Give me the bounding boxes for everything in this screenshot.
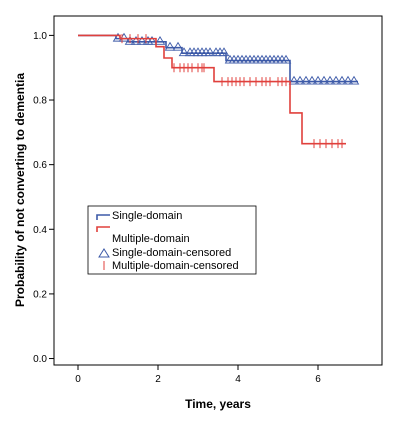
- censored-triangle-marker: [312, 75, 324, 85]
- legend-box: [87, 205, 257, 275]
- censored-triangle-marker: [154, 35, 166, 45]
- censored-triangle-marker: [172, 41, 184, 51]
- x-axis-title: Time, years: [185, 397, 251, 411]
- legend: Single-domain Multiple-domain Single-dom…: [87, 205, 257, 275]
- plot-area: [53, 15, 383, 366]
- legend-single-domain-line-icon: [96, 214, 110, 220]
- censored-triangle-marker: [294, 75, 306, 85]
- y-tick-label: 0.4: [33, 225, 47, 236]
- censored-triangle-marker: [164, 41, 176, 51]
- y-axis-ticks: 0.0 0.2 0.4 0.6 0.8 1.0: [33, 31, 54, 365]
- censored-triangle-marker: [136, 35, 148, 45]
- y-tick-label: 0.2: [33, 289, 47, 300]
- censored-triangle-marker: [306, 75, 318, 85]
- x-axis-ticks: 0 2 4 6: [75, 365, 321, 385]
- legend-multiple-domain-line-icon: [96, 226, 110, 232]
- y-tick-label: 0.8: [33, 96, 47, 107]
- legend-multiple-domain-censored-label: Multiple-domain-censored: [112, 260, 239, 272]
- censored-triangle-marker: [342, 75, 354, 85]
- censored-triangle-marker: [324, 75, 336, 85]
- x-tick-label: 6: [315, 374, 321, 385]
- censored-triangle-marker: [178, 47, 190, 57]
- censored-triangle-marker: [218, 47, 230, 57]
- curves: [78, 32, 360, 149]
- legend-single-domain-label: Single-domain: [112, 210, 182, 222]
- censored-triangle-marker: [348, 75, 360, 85]
- censored-triangle-marker: [288, 75, 300, 85]
- x-tick-label: 0: [75, 374, 81, 385]
- censored-triangle-marker: [330, 75, 342, 85]
- y-axis-title: Probability of not converting to dementi…: [13, 73, 27, 307]
- y-tick-label: 0.6: [33, 160, 47, 171]
- censored-triangle-marker: [300, 75, 312, 85]
- censored-triangle-marker: [204, 47, 216, 57]
- legend-multiple-domain-label: Multiple-domain: [112, 233, 190, 245]
- y-tick-label: 1.0: [33, 31, 47, 42]
- censored-triangle-marker: [280, 54, 292, 64]
- x-tick-label: 2: [155, 374, 161, 385]
- censored-triangle-marker: [146, 35, 158, 45]
- legend-single-domain-censored-label: Single-domain-censored: [112, 247, 231, 259]
- x-tick-label: 4: [235, 374, 241, 385]
- censored-triangle-marker: [336, 75, 348, 85]
- censored-triangle-marker: [124, 35, 136, 45]
- y-tick-label: 0.0: [33, 354, 47, 365]
- legend-triangle-marker-icon: [98, 248, 110, 258]
- censored-triangle-marker: [318, 75, 330, 85]
